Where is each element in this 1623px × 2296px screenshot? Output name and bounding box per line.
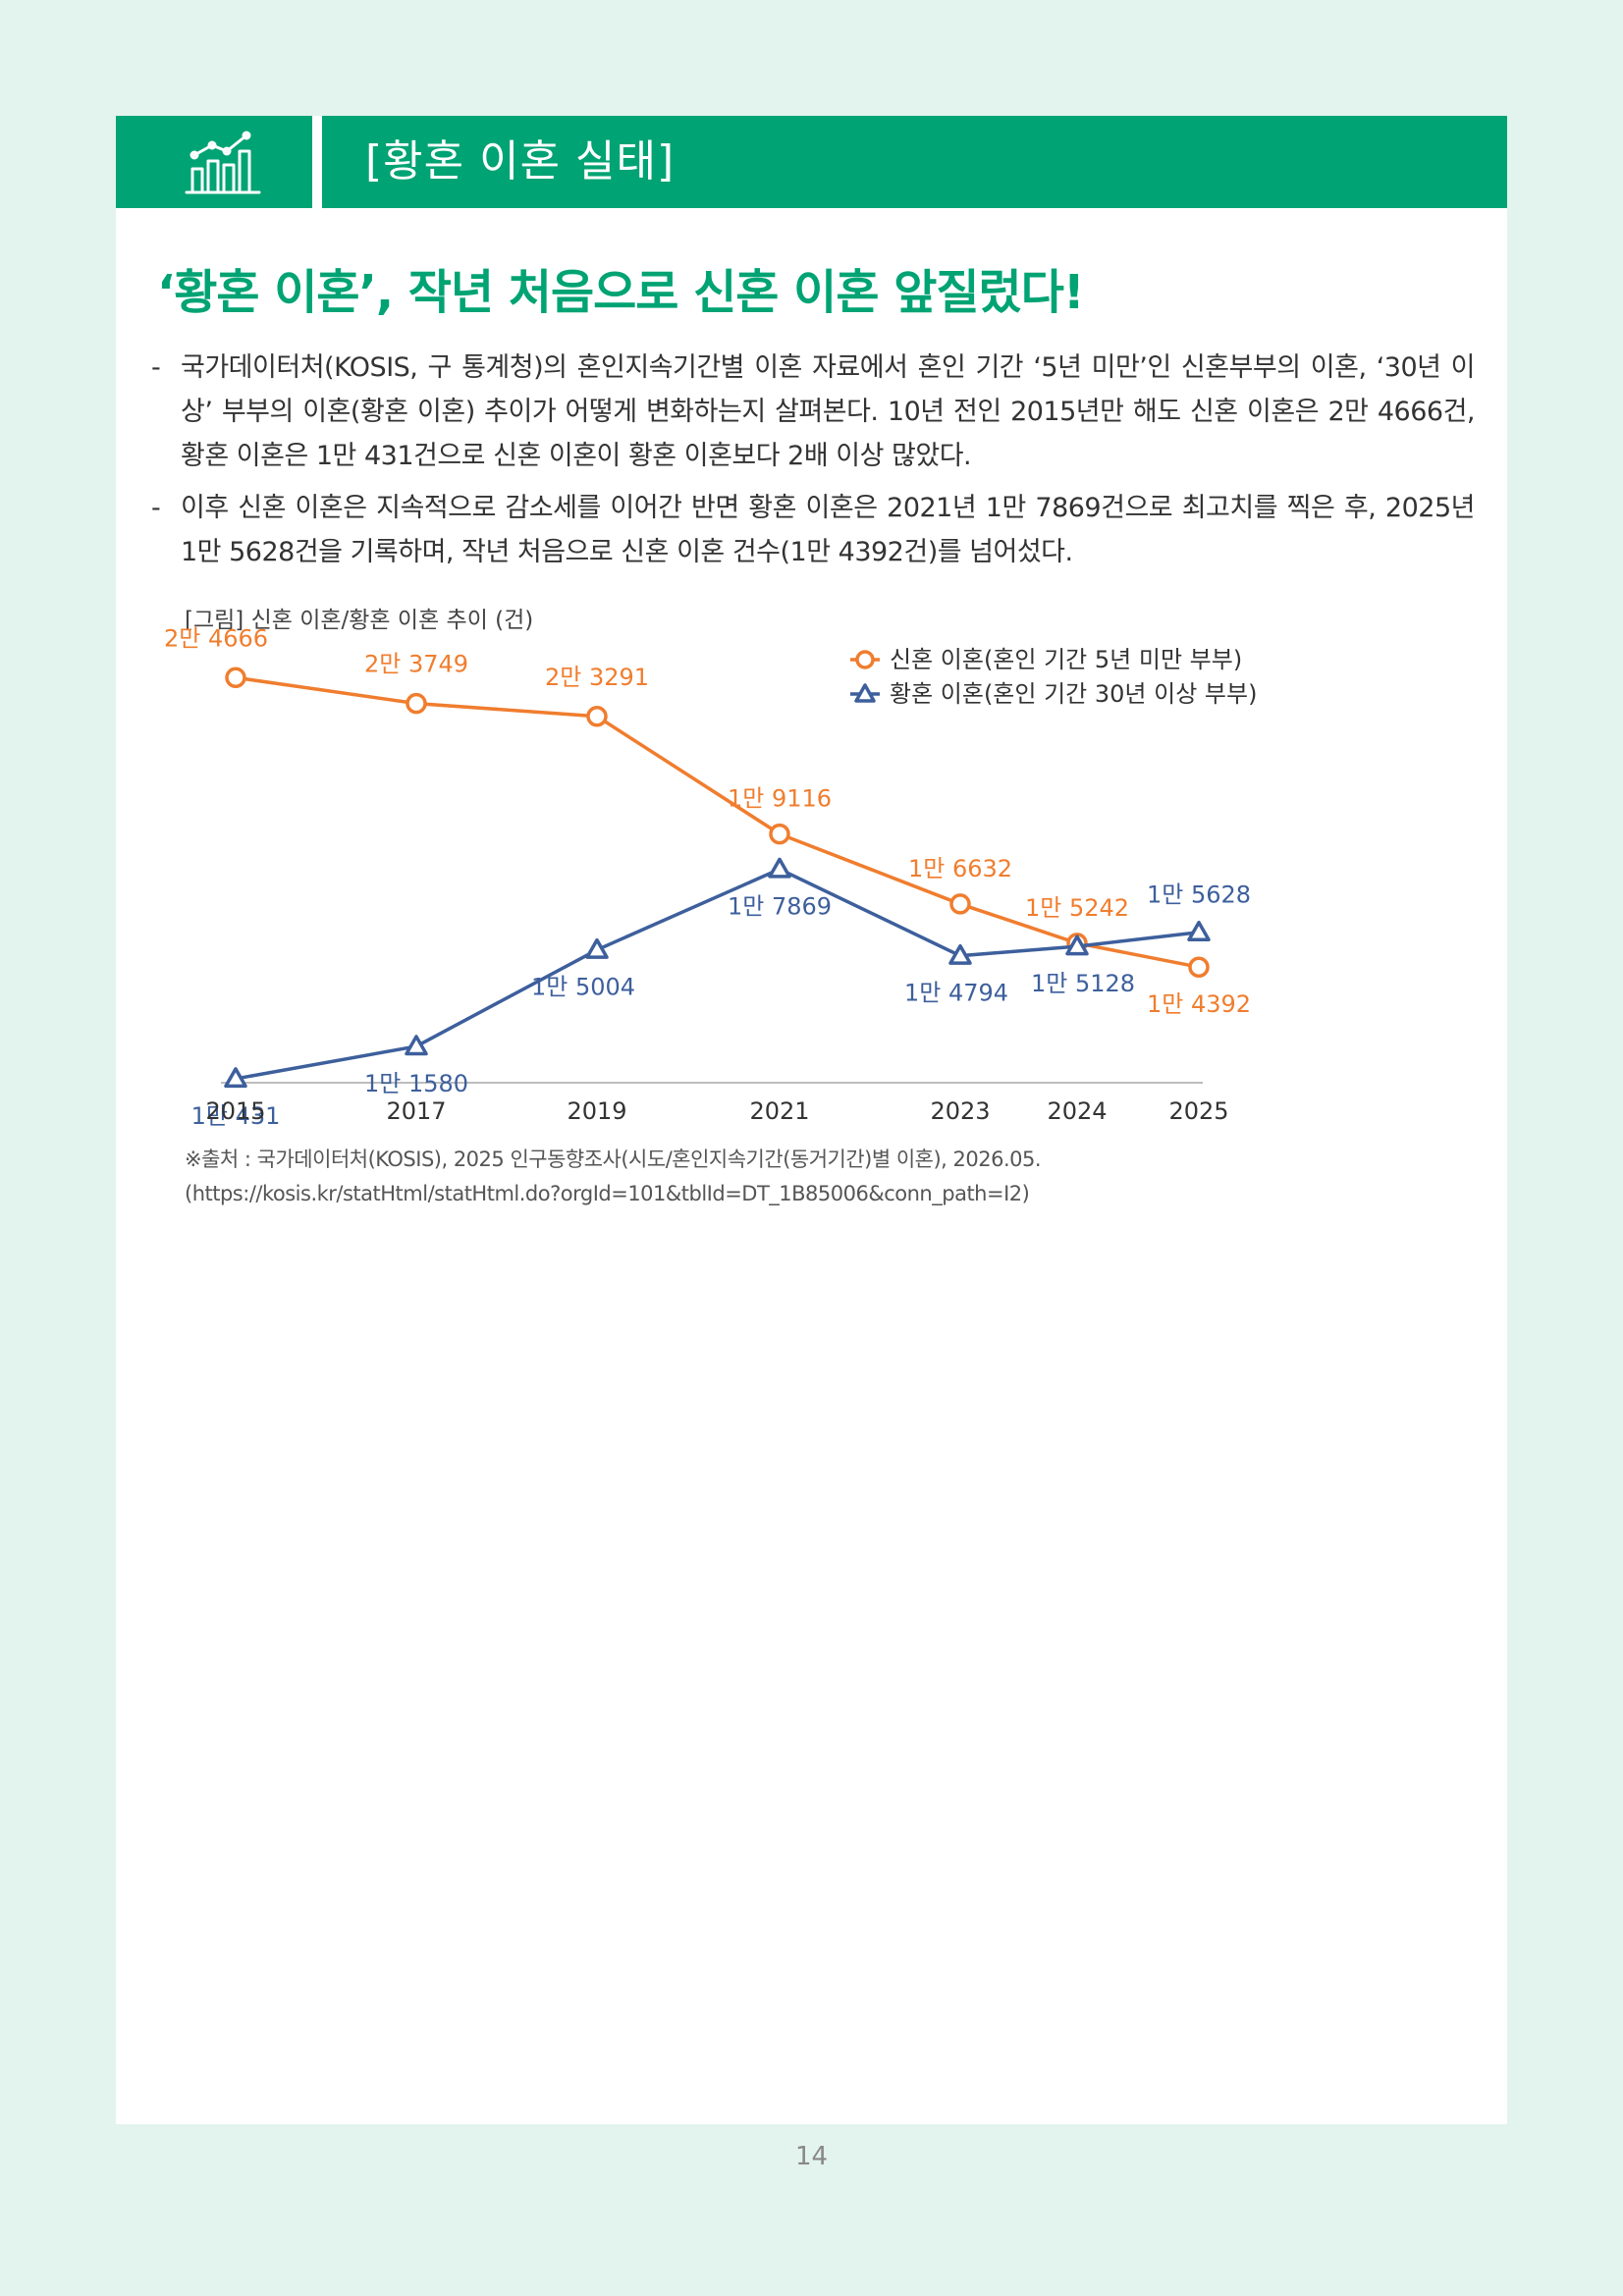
x-tick-label: 2024 <box>1047 1097 1107 1125</box>
data-label: 2만 3749 <box>364 651 468 678</box>
data-label: 1만 1580 <box>364 1070 468 1097</box>
data-label: 1만 5628 <box>1147 881 1251 909</box>
headline: ‘황혼 이혼’, 작년 처음으로 신혼 이혼 앞질렀다! <box>157 265 1085 320</box>
data-point <box>1065 934 1089 956</box>
data-point <box>1187 920 1211 941</box>
data-point <box>949 893 971 915</box>
x-tick-label: 2021 <box>749 1097 809 1125</box>
data-label: 1만 6632 <box>908 855 1012 882</box>
x-tick-label: 2017 <box>386 1097 446 1125</box>
data-point <box>585 937 609 959</box>
bullet-item: - 이후 신혼 이혼은 지속적으로 감소세를 이어간 반면 황혼 이혼은 202… <box>149 486 1476 574</box>
chart-legend: 신혼 이혼(혼인 기간 5년 미만 부부) 황혼 이혼(혼인 기간 30년 이상 … <box>850 646 1257 708</box>
data-point <box>768 857 791 879</box>
bullet-dash: - <box>151 493 161 523</box>
data-label: 1만 4392 <box>1147 990 1251 1018</box>
data-label: 1만 5242 <box>1025 894 1129 922</box>
legend-marker <box>855 650 875 669</box>
page-sheet <box>116 116 1507 2124</box>
legend-label: 신혼 이혼(혼인 기간 5년 미만 부부) <box>890 646 1242 673</box>
data-point <box>586 706 608 727</box>
legend-marker <box>854 683 876 703</box>
figure-caption: [그림] 신혼 이혼/황혼 이혼 추이 (건) <box>185 608 534 633</box>
data-label: 2만 4666 <box>164 624 268 652</box>
page-number: 14 <box>794 2142 829 2171</box>
bullet-text: 이후 신혼 이혼은 지속적으로 감소세를 이어간 반면 황혼 이혼은 2021년… <box>181 493 1476 567</box>
data-point <box>224 1067 247 1089</box>
data-point <box>769 823 790 845</box>
data-label: 1만 5004 <box>531 974 635 1001</box>
header-divider <box>312 116 322 208</box>
section-header: [황혼 이혼 실태] <box>116 116 1507 208</box>
data-label: 1만 5128 <box>1031 970 1135 997</box>
bullet-list: - 국가데이터처(KOSIS, 구 통계청)의 혼인지속기간별 이혼 자료에서 … <box>149 346 1476 582</box>
data-point <box>225 667 246 689</box>
series-line <box>235 675 1200 969</box>
bar-line-chart-icon <box>116 116 312 208</box>
data-point <box>405 1035 428 1056</box>
x-tick-label: 2025 <box>1168 1097 1228 1125</box>
line-chart: 신혼 이혼(혼인 기간 5년 미만 부부) 황혼 이혼(혼인 기간 30년 이상 … <box>164 624 1257 1130</box>
bullet-text: 국가데이터처(KOSIS, 구 통계청)의 혼인지속기간별 이혼 자료에서 혼인… <box>181 352 1476 471</box>
data-label: 1만 431 <box>191 1102 281 1130</box>
data-label: 1만 7869 <box>728 892 832 920</box>
bullet-item: - 국가데이터처(KOSIS, 구 통계청)의 혼인지속기간별 이혼 자료에서 … <box>149 346 1476 478</box>
source-note: ※출처 : 국가데이터처(KOSIS), 2025 인구동향조사(시도/혼인지속… <box>185 1148 1042 1205</box>
section-title: [황혼 이혼 실태] <box>365 136 676 187</box>
data-point <box>406 692 427 715</box>
data-label: 1만 9116 <box>728 785 832 813</box>
data-point <box>1188 956 1210 978</box>
series-layer: 2만 4666 2만 3749 2만 3291 1만 9116 1만 6632 1만 52… <box>164 624 1251 1130</box>
x-axis-labels: 2015 2017 2019 2021 2023 2024 2025 <box>205 1097 1228 1125</box>
legend-label: 황혼 이혼(혼인 기간 30년 이상 부부) <box>890 680 1257 708</box>
data-label: 2만 3291 <box>545 664 649 691</box>
bullet-dash: - <box>151 352 161 383</box>
x-tick-label: 2019 <box>567 1097 626 1125</box>
x-tick-label: 2023 <box>930 1097 990 1125</box>
data-point <box>948 943 972 965</box>
x-tick-label: 2015 <box>205 1097 265 1125</box>
data-label: 1만 4794 <box>904 980 1008 1007</box>
